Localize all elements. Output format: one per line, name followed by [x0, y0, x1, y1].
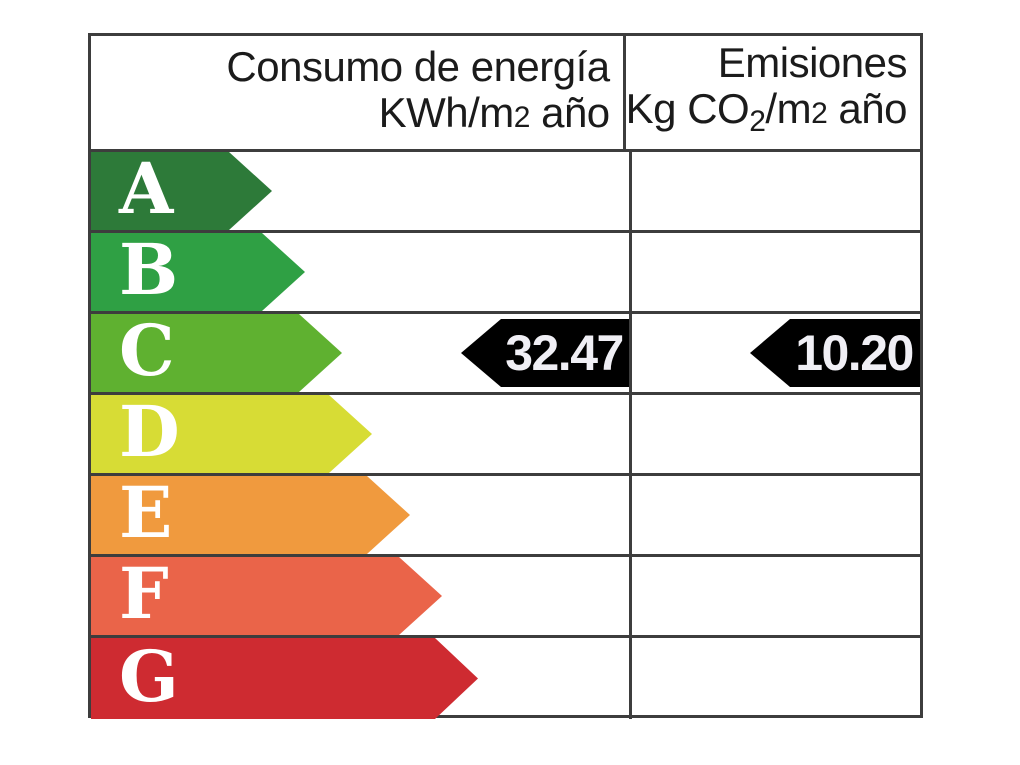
rating-row-d-emissions-cell: [632, 395, 920, 473]
consumption-header-line2: KWh/m2 año: [378, 89, 611, 136]
consumption-column-header: Consumo de energía KWh/m2 año: [91, 36, 626, 149]
rating-row-c: C 32.47 10.20: [91, 314, 920, 395]
consumption-header-line1: Consumo de energía: [226, 43, 610, 90]
rating-row-b-emissions-cell: [632, 233, 920, 311]
rating-letter-b: B: [119, 228, 179, 311]
emissions-column-header: Emisiones Kg CO2/m2 año: [626, 36, 920, 149]
rating-row-g-emissions-cell: [632, 638, 920, 719]
rating-row-g: G: [91, 638, 920, 719]
rating-row-d-consumption-cell: D: [91, 395, 632, 473]
rating-row-g-consumption-cell: G: [91, 638, 632, 719]
rating-letter-d: D: [119, 390, 180, 473]
rating-bar-a: A: [91, 152, 272, 230]
rating-row-a-consumption-cell: A: [91, 152, 632, 230]
header-row: Consumo de energía KWh/m2 año Emisiones …: [91, 36, 920, 152]
rating-bar-b: B: [91, 233, 305, 311]
rating-letter-a: A: [119, 147, 174, 230]
rating-row-f-consumption-cell: F: [91, 557, 632, 635]
rating-bar-g: G: [91, 638, 478, 719]
rating-row-c-emissions-cell: 10.20: [632, 314, 920, 392]
rating-row-a-emissions-cell: [632, 152, 920, 230]
rating-row-e-consumption-cell: E: [91, 476, 632, 554]
consumption-value: 32.47: [505, 325, 624, 381]
rating-bar-c: C: [91, 314, 342, 392]
emissions-value-arrow: 10.20: [750, 319, 920, 387]
rating-row-d: D: [91, 395, 920, 476]
rating-row-f-emissions-cell: [632, 557, 920, 635]
rating-table: Consumo de energía KWh/m2 año Emisiones …: [88, 33, 923, 719]
rating-row-b: B: [91, 233, 920, 314]
emissions-value: 10.20: [795, 325, 914, 381]
rating-row-c-consumption-cell: C 32.47: [91, 314, 632, 392]
emissions-header-line2: Kg CO2/m2 año: [625, 85, 908, 139]
rating-letter-f: F: [119, 552, 169, 635]
rating-row-f: F: [91, 557, 920, 638]
rating-letter-c: C: [119, 309, 175, 392]
squared-exponent: 2: [513, 101, 531, 134]
rating-bar-d: D: [91, 395, 372, 473]
rating-letter-e: E: [119, 471, 173, 554]
rating-row-e-emissions-cell: [632, 476, 920, 554]
squared-exponent: 2: [811, 97, 828, 130]
consumption-value-arrow: 32.47: [461, 319, 629, 387]
rating-row-b-consumption-cell: B: [91, 233, 632, 311]
emissions-header-line1: Emisiones: [717, 39, 908, 86]
rating-row-a: A: [91, 152, 920, 233]
rating-bar-f: F: [91, 557, 442, 635]
co2-subscript: 2: [749, 105, 766, 138]
rating-bar-e: E: [91, 476, 410, 554]
rating-letter-g: G: [119, 634, 179, 718]
rating-row-e: E: [91, 476, 920, 557]
